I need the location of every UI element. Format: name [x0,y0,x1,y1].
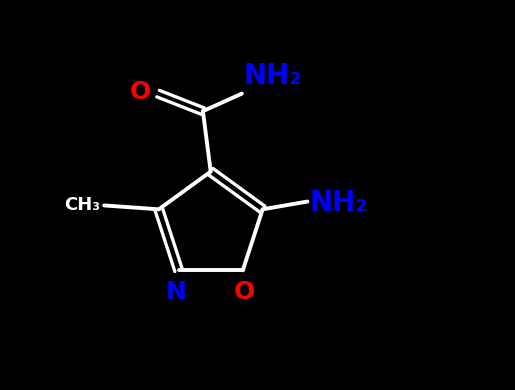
Text: NH₂: NH₂ [310,190,368,218]
Text: O: O [130,80,151,104]
Text: N: N [166,280,187,304]
Text: O: O [234,280,255,304]
Text: NH₂: NH₂ [244,62,302,90]
Text: CH₃: CH₃ [64,197,100,215]
